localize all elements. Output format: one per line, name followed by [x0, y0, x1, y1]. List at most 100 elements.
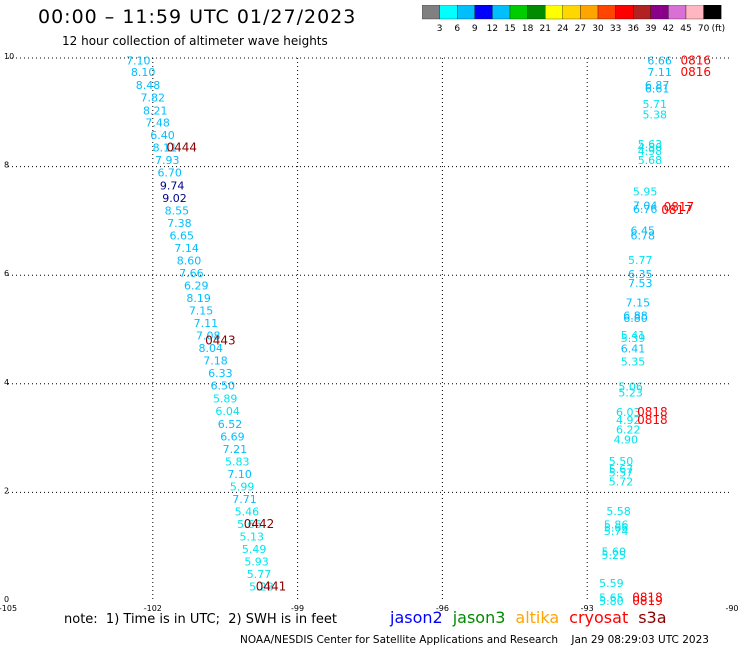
- wave-height-label: 7.66: [179, 267, 204, 280]
- wave-height-label: 5.60: [601, 546, 626, 559]
- satellite-legend-item: altika: [515, 608, 560, 627]
- color-scale-tick: 18: [522, 24, 534, 34]
- wave-height-label: 5.13: [239, 530, 264, 543]
- wave-height-label: 6.69: [220, 430, 245, 443]
- color-scale-tick: 33: [610, 24, 621, 34]
- wave-height-label: 5.77: [628, 254, 653, 267]
- pass-time-label: 0442: [244, 517, 275, 531]
- wave-height-label: 5.41: [621, 329, 646, 342]
- satellite-legend: jason2 jason3 altika cryosat s3a: [390, 608, 677, 627]
- wave-height-label: 5.63: [638, 138, 663, 151]
- wave-height-label: 5.50: [609, 455, 634, 468]
- x-tick-label: -99: [291, 604, 304, 612]
- wave-height-label: 5.67: [609, 463, 634, 476]
- wave-height-label: 6.40: [150, 129, 175, 142]
- wave-height-label: 7.71: [232, 493, 257, 506]
- wave-height-label: 5.80: [599, 595, 624, 608]
- chart-title: 00:00 – 11:59 UTC 01/27/2023: [38, 6, 357, 28]
- wave-height-label: 4.98: [638, 145, 663, 158]
- y-tick-label: 0: [4, 595, 9, 604]
- wave-height-label: 5.35: [621, 356, 646, 369]
- color-scale-tick: 45: [680, 24, 691, 34]
- wave-height-label: 8.55: [165, 205, 190, 218]
- wave-height-label: 6.65: [170, 230, 195, 243]
- wave-height-label: 6.04: [215, 405, 240, 418]
- wave-height-label: 6.50: [211, 379, 236, 392]
- wave-height-label: 6.03: [616, 406, 641, 419]
- wave-height-label: 7.15: [626, 296, 651, 309]
- wave-height-label: 5.57: [609, 466, 634, 479]
- pass-time-label: 0443: [205, 333, 236, 347]
- color-scale-tick: 9: [472, 24, 478, 34]
- wave-height-label: 7.18: [203, 354, 228, 367]
- pass-time-label: 0817: [664, 200, 695, 214]
- wave-height-label: 5.65: [599, 592, 624, 605]
- satellite-legend-item: s3a: [638, 608, 667, 627]
- wave-height-label: 6.41: [621, 343, 646, 356]
- wave-height-label: 7.08: [196, 329, 221, 342]
- color-scale-tick: 70: [698, 24, 710, 34]
- pass-time-label: 0816: [681, 54, 712, 68]
- color-scale-tick: 24: [557, 24, 569, 34]
- wave-height-label: 8.11: [153, 142, 178, 155]
- wave-height-label: 7.04: [633, 200, 658, 213]
- wave-height-label: 7.53: [628, 277, 653, 290]
- pass-time-label: 0817: [661, 203, 692, 217]
- wave-height-label: 5.89: [213, 392, 238, 405]
- y-tick-label: 4: [4, 378, 9, 387]
- color-scale-legend: 3 6 9 12 15 18 21 24 27 30 33 36 39 42 45 70 (ft): [422, 5, 725, 34]
- wave-height-label: 5.93: [244, 555, 269, 568]
- wave-height-label: 6.66: [647, 55, 672, 68]
- wave-height-label: 5.71: [643, 98, 668, 111]
- wave-height-label: 7.15: [189, 304, 214, 317]
- wave-height-label: 5.23: [618, 386, 643, 399]
- wave-height-label: 6.22: [616, 423, 641, 436]
- color-scale-tick: 36: [627, 24, 639, 34]
- y-tick-label: 2: [4, 486, 9, 495]
- pass-time-label: 0816: [681, 65, 712, 79]
- color-scale-tick: 12: [487, 24, 498, 34]
- wave-height-label: 5.06: [618, 381, 643, 394]
- wave-height-label: 5.74: [604, 525, 629, 538]
- wave-height-label: 6.80: [623, 312, 648, 325]
- wave-height-label: 7.10: [227, 468, 252, 481]
- satellite-legend-item: jason2: [390, 608, 443, 627]
- color-scale-tick: 6: [454, 24, 460, 34]
- wave-height-label: 5.77: [247, 568, 272, 581]
- wave-height-label: 5.38: [643, 108, 668, 121]
- units-note: note: 1) Time is in UTC; 2) SWH is in fe…: [64, 612, 337, 627]
- wave-height-label: 8.60: [177, 255, 202, 268]
- wave-height-label: 5.72: [609, 476, 634, 489]
- x-tick-label: -96: [436, 604, 449, 612]
- wave-height-label: 5.66: [237, 518, 262, 531]
- wave-height-label: 4.90: [614, 434, 639, 447]
- pass-time-label: 0818: [637, 413, 668, 427]
- y-tick-label: 8: [4, 161, 9, 170]
- pass-time-label: 0818: [632, 591, 663, 605]
- x-tick-label: -93: [581, 604, 594, 612]
- wave-height-label: 6.78: [630, 230, 655, 243]
- wave-height-label: 7.14: [174, 242, 199, 255]
- wave-height-label: 6.52: [218, 418, 243, 431]
- wave-height-label: 6.45: [630, 225, 655, 238]
- wave-height-label: 5.58: [606, 505, 631, 518]
- wave-height-label: 6.29: [184, 280, 209, 293]
- wave-height-label: 6.35: [628, 268, 653, 281]
- wave-height-label: 5.83: [225, 455, 250, 468]
- x-tick-label: -102: [144, 604, 162, 612]
- wave-height-label: 6.61: [645, 82, 670, 95]
- color-scale-tick: 39: [645, 24, 657, 34]
- wave-height-label: 6.87: [645, 79, 670, 92]
- color-scale-tick: 30: [592, 24, 604, 34]
- wave-height-label: 5.46: [235, 505, 260, 518]
- wave-height-label: 5.25: [601, 549, 626, 562]
- color-swatch: [703, 5, 722, 20]
- satellite-legend-item: cryosat: [569, 608, 629, 627]
- wave-height-label: 5.66: [604, 522, 629, 535]
- wave-height-label: 5.39: [621, 332, 646, 345]
- wave-height-label: 7.82: [141, 92, 166, 105]
- wave-height-label: 7.10: [126, 55, 151, 68]
- pass-time-label: 0819: [632, 594, 663, 608]
- x-tick-label: -90: [725, 604, 738, 612]
- wave-height-label: 4.86: [638, 141, 663, 154]
